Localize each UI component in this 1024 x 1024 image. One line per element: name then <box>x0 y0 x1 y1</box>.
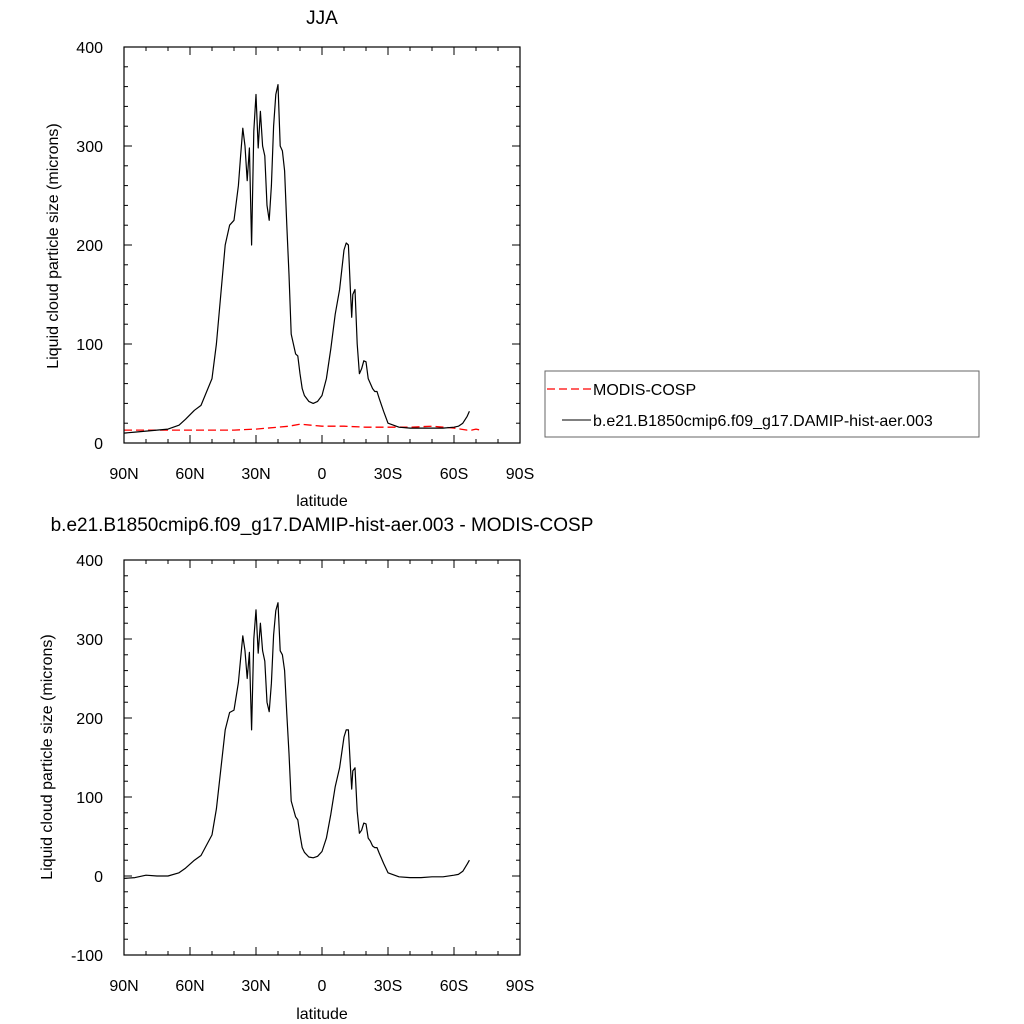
top-y-axis-label: Liquid cloud particle size (microns) <box>45 123 62 368</box>
top-x-tick-label: 90S <box>506 466 534 483</box>
top-y-tick-label: 200 <box>76 238 103 255</box>
bottom-x-tick-label: 90N <box>109 978 138 995</box>
bottom-plot-frame <box>123 559 521 956</box>
top-plot-frame <box>123 46 521 444</box>
bottom-y-tick-label: 100 <box>76 790 103 807</box>
top-chart-title: JJA <box>306 8 338 29</box>
top-y-tick-label: 300 <box>76 139 103 156</box>
difference-chart-panel: b.e21.B1850cmip6.f09_g17.DAMIP-hist-aer.… <box>39 515 593 1023</box>
top-series-line-modis <box>124 423 481 431</box>
top-x-tick-label: 30N <box>241 466 270 483</box>
bottom-x-axis-label: latitude <box>296 1006 348 1023</box>
legend: MODIS-COSP b.e21.B1850cmip6.f09_g17.DAMI… <box>544 370 980 438</box>
bottom-y-tick-label: 400 <box>76 553 103 570</box>
bottom-y-tick-label: -100 <box>71 948 103 965</box>
mean-chart-panel: JJA 90N 60N 30N 0 30S 60S 90S 0 100 200 300 400 lat… <box>45 8 534 510</box>
top-y-tick-label: 100 <box>76 337 103 354</box>
legend-box <box>544 370 980 438</box>
bottom-chart-title: b.e21.B1850cmip6.f09_g17.DAMIP-hist-aer.… <box>51 515 594 536</box>
top-series-line-model <box>123 84 470 434</box>
top-x-tick-label: 0 <box>318 466 327 483</box>
top-x-tick-label: 30S <box>374 466 402 483</box>
legend-label-model: b.e21.B1850cmip6.f09_g17.DAMIP-hist-aer.… <box>593 413 933 430</box>
legend-label-modis: MODIS-COSP <box>593 382 696 399</box>
bottom-y-axis-label: Liquid cloud particle size (microns) <box>39 634 56 879</box>
top-y-tick-label: 400 <box>76 40 103 57</box>
bottom-x-tick-label: 60N <box>175 978 204 995</box>
bottom-y-tick-label: 300 <box>76 632 103 649</box>
bottom-series-line-model <box>123 602 470 879</box>
top-x-axis-label: latitude <box>296 493 348 510</box>
bottom-x-tick-label: 0 <box>318 978 327 995</box>
bottom-x-tick-label: 90S <box>506 978 534 995</box>
bottom-x-tick-label: 30N <box>241 978 270 995</box>
top-y-tick-label: 0 <box>94 436 103 453</box>
bottom-x-tick-label: 60S <box>440 978 468 995</box>
top-x-tick-label: 60S <box>440 466 468 483</box>
bottom-y-tick-label: 200 <box>76 711 103 728</box>
top-x-tick-label: 90N <box>109 466 138 483</box>
top-x-tick-label: 60N <box>175 466 204 483</box>
bottom-x-tick-label: 30S <box>374 978 402 995</box>
bottom-y-tick-label: 0 <box>94 869 103 886</box>
